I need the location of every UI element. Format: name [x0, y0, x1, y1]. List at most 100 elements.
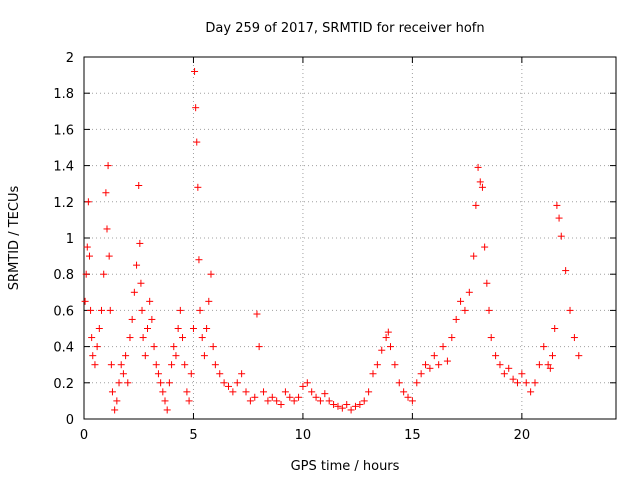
data-point: [413, 379, 421, 387]
data-point: [216, 370, 224, 378]
data-point: [85, 252, 93, 260]
data-point: [183, 388, 191, 396]
y-tick-label: 0: [66, 413, 74, 428]
data-point: [426, 364, 434, 372]
data-point: [461, 306, 469, 314]
data-point: [111, 406, 119, 414]
data-point: [194, 183, 202, 191]
data-point: [122, 352, 130, 360]
data-point: [106, 306, 114, 314]
data-point: [562, 267, 570, 275]
data-point: [557, 232, 565, 240]
data-point: [157, 379, 165, 387]
x-tick-label: 0: [80, 428, 88, 443]
data-point: [196, 306, 204, 314]
data-point: [360, 397, 368, 405]
data-point: [187, 370, 195, 378]
data-point: [200, 352, 208, 360]
data-point: [378, 346, 386, 354]
data-point: [400, 388, 408, 396]
y-tick-label: 1.2: [53, 196, 74, 211]
data-point: [113, 397, 121, 405]
data-point: [439, 343, 447, 351]
data-point: [404, 393, 412, 401]
data-point: [224, 382, 232, 390]
data-point: [343, 401, 351, 409]
data-point: [105, 252, 113, 260]
data-point: [246, 397, 254, 405]
data-point: [102, 189, 110, 197]
data-point: [264, 397, 272, 405]
data-point: [154, 370, 162, 378]
data-point: [93, 343, 101, 351]
data-point: [133, 261, 141, 269]
data-point: [330, 401, 338, 409]
x-tick-label: 5: [189, 428, 197, 443]
data-point: [198, 334, 206, 342]
y-tick-label: 2: [66, 51, 74, 66]
data-point: [255, 343, 263, 351]
data-point: [89, 352, 97, 360]
x-tick-label: 20: [514, 428, 531, 443]
data-point: [321, 390, 329, 398]
data-point: [143, 325, 151, 332]
data-point: [496, 361, 504, 369]
data-point: [509, 375, 517, 383]
y-tick-label: 0.6: [53, 304, 74, 319]
data-point: [435, 361, 443, 369]
data-point: [165, 379, 173, 387]
data-point: [535, 361, 543, 369]
data-point: [108, 388, 116, 396]
data-point: [478, 183, 486, 191]
data-point: [135, 182, 143, 190]
data-point: [500, 370, 508, 378]
data-point: [103, 225, 111, 233]
data-point: [207, 270, 215, 278]
data-point: [195, 256, 203, 264]
data-point: [81, 297, 89, 305]
data-point: [104, 162, 112, 170]
data-point: [172, 352, 180, 360]
data-point: [242, 388, 250, 396]
data-point: [117, 361, 125, 369]
data-point: [295, 393, 303, 401]
data-point: [170, 343, 178, 351]
data-point: [253, 310, 261, 318]
data-point: [84, 198, 92, 206]
data-point: [189, 325, 197, 332]
y-tick-label: 0.2: [53, 377, 74, 392]
data-point: [387, 343, 395, 351]
data-point: [290, 397, 298, 405]
y-tick-label: 1: [66, 232, 74, 247]
y-tick-label: 1.6: [53, 123, 74, 138]
data-point: [203, 325, 211, 332]
data-point: [91, 361, 99, 369]
data-point: [575, 352, 583, 360]
x-axis-label: GPS time / hours: [291, 459, 400, 474]
data-point: [229, 388, 237, 396]
data-point: [83, 243, 91, 251]
x-tick-label: 10: [295, 428, 312, 443]
data-point: [485, 306, 493, 314]
data-point: [128, 315, 136, 323]
data-point: [422, 361, 430, 369]
data-point: [430, 352, 438, 360]
data-point: [492, 352, 500, 360]
data-point: [308, 388, 316, 396]
data-point: [87, 306, 95, 314]
data-point: [481, 243, 489, 251]
data-point: [191, 67, 199, 75]
data-point: [150, 343, 158, 351]
data-point: [185, 397, 193, 405]
data-point: [544, 361, 552, 369]
data-point: [474, 163, 482, 171]
data-point: [448, 334, 456, 342]
data-point: [483, 279, 491, 287]
data-point: [100, 270, 108, 278]
data-point: [277, 401, 285, 409]
data-point: [391, 361, 399, 369]
data-points: [81, 67, 583, 414]
data-point: [408, 397, 416, 405]
data-point: [470, 252, 478, 260]
